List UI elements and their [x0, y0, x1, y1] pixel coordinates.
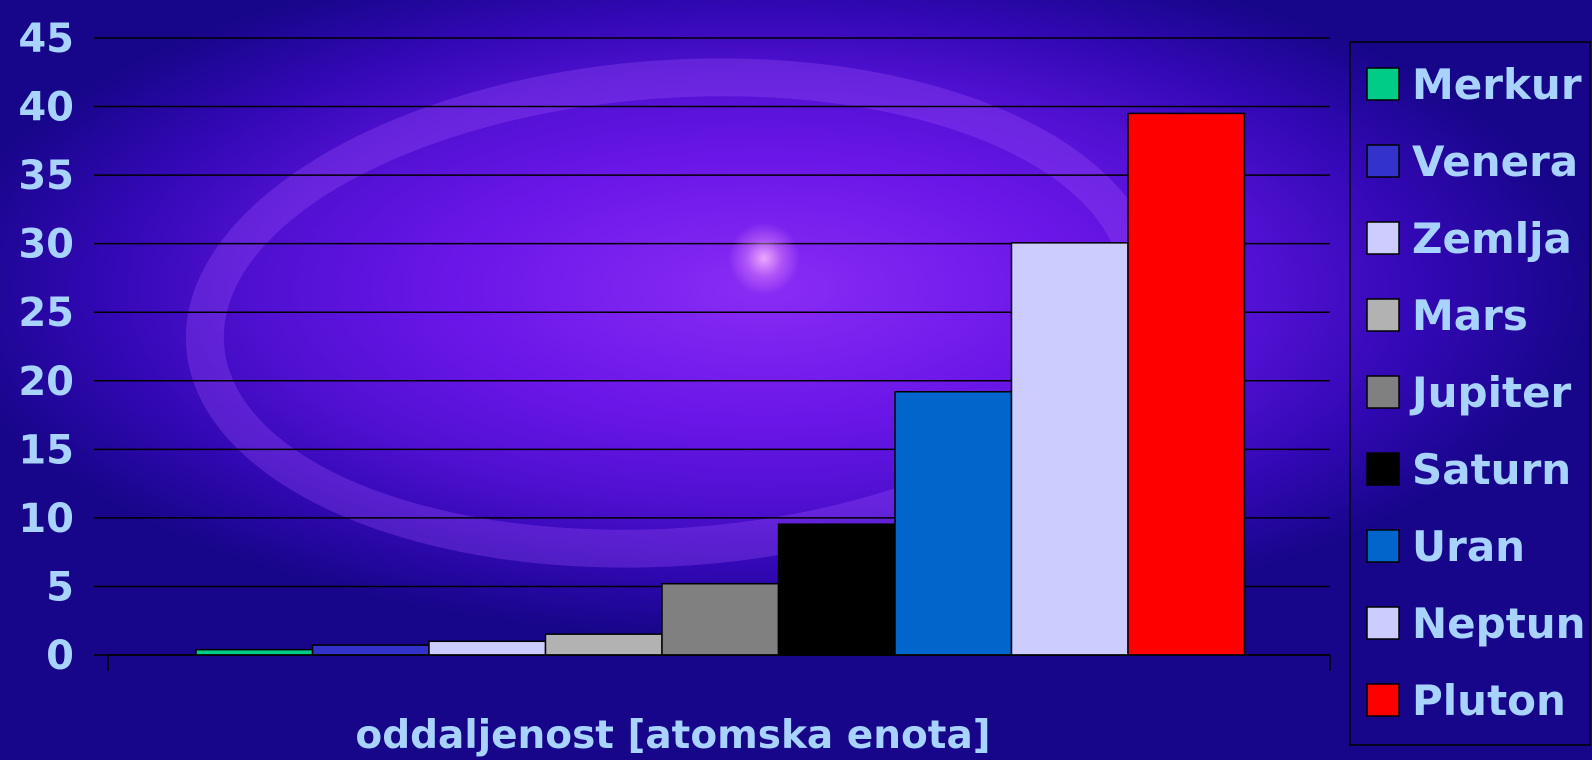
bars	[195, 112, 1246, 656]
bar-merkur	[195, 648, 314, 656]
legend-label: Saturn	[1412, 445, 1571, 494]
bar-zemlja	[428, 640, 547, 656]
legend-label: Venera	[1412, 137, 1578, 186]
y-tick-label: 35	[18, 153, 74, 199]
y-tick-label: 40	[18, 85, 74, 131]
legend-label: Pluton	[1412, 676, 1566, 725]
y-axis-ticks: 0 5 10 15 20 25 30 35 40 45	[18, 16, 74, 679]
legend-swatch	[1366, 452, 1400, 486]
legend-label: Zemlja	[1412, 214, 1572, 263]
bar-jupiter	[661, 582, 780, 656]
legend-label: Merkur	[1412, 60, 1582, 109]
y-tick-label: 10	[18, 496, 74, 542]
legend-swatch	[1366, 221, 1400, 255]
legend-label: Neptun	[1412, 599, 1586, 648]
y-tick-label: 20	[18, 359, 74, 405]
bar-saturn	[777, 523, 896, 656]
legend-swatch	[1366, 683, 1400, 717]
legend-swatch	[1366, 67, 1400, 101]
legend: Merkur Venera Zemlja Mars Jupiter Saturn Uran N…	[1349, 41, 1591, 746]
bar-venera	[311, 644, 430, 656]
x-axis-title: oddaljenost [atomska enota]	[355, 713, 990, 758]
y-tick-label: 0	[46, 633, 74, 679]
bar-uran	[894, 390, 1013, 656]
legend-box	[1349, 41, 1591, 746]
gridlines	[94, 37, 1331, 671]
bar-mars	[544, 633, 663, 656]
legend-label: Jupiter	[1409, 368, 1572, 417]
legend-swatch	[1366, 298, 1400, 332]
y-tick-label: 15	[18, 427, 74, 473]
y-tick-label: 30	[18, 222, 74, 268]
y-tick-label: 5	[46, 564, 74, 610]
bar-pluton	[1127, 112, 1246, 656]
legend-label: Mars	[1412, 291, 1528, 340]
legend-swatch	[1366, 606, 1400, 640]
legend-swatch	[1366, 375, 1400, 409]
y-tick-label: 45	[18, 16, 74, 62]
legend-swatch	[1366, 144, 1400, 178]
legend-swatch	[1366, 529, 1400, 563]
y-tick-label: 25	[18, 290, 74, 336]
legend-label: Uran	[1412, 522, 1525, 571]
bar-neptun	[1010, 242, 1129, 656]
